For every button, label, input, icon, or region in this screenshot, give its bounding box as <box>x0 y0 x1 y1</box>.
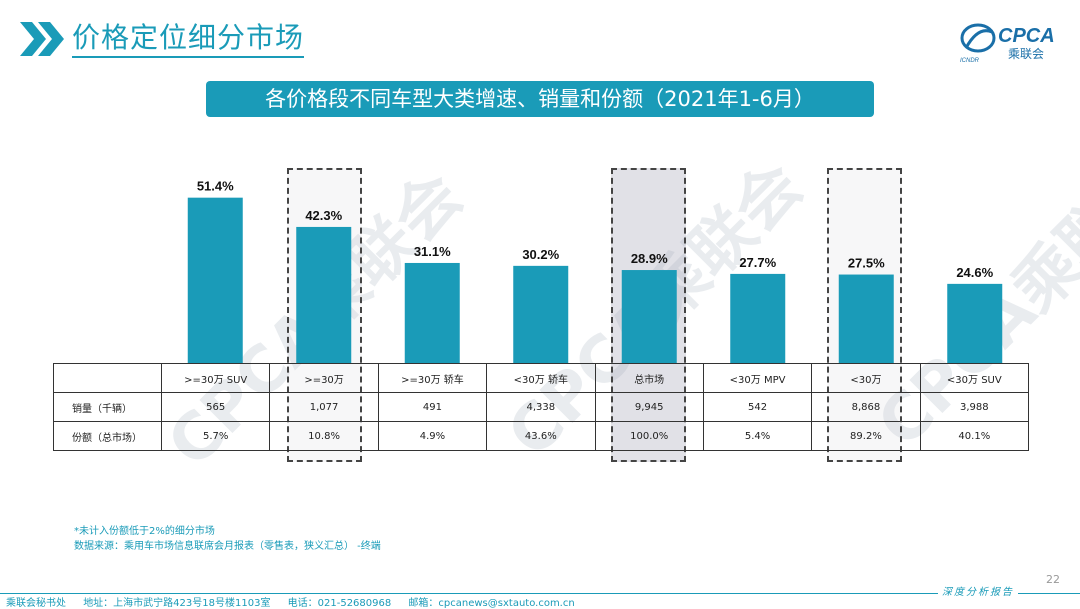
bar-value-label: 30.2% <box>522 247 559 262</box>
bar <box>187 197 243 363</box>
report-tag: 深度分析报告 <box>938 583 1018 598</box>
footer-office: 乘联会秘书处 <box>6 598 66 609</box>
table-cell: 3,988 <box>919 392 1030 422</box>
bar <box>296 226 352 363</box>
table-header-cell: >=30万 <box>269 363 379 393</box>
table-cell: 1,077 <box>269 392 379 422</box>
footer-divider <box>0 593 1080 594</box>
table-header-cell: <30万 轿车 <box>486 363 596 393</box>
logo-mark: ICNDR <box>960 58 980 64</box>
table-row: 销量（千辆） 565 1,077 491 4,338 9,945 542 8,8… <box>53 392 1030 422</box>
table-cell: 100.0% <box>594 421 704 451</box>
table-header-cell: 总市场 <box>594 363 704 393</box>
bar-value-label: 51.4% <box>197 179 234 194</box>
logo-subtext: 乘联会 <box>1008 47 1044 61</box>
table-cell: 4.9% <box>377 421 488 451</box>
bar <box>730 273 786 363</box>
page-title: 价格定位细分市场 <box>72 20 305 58</box>
table-header-row: >=30万 SUV >=30万 >=30万 轿车 <30万 轿车 总市场 <30… <box>53 363 1030 393</box>
bar <box>621 270 677 363</box>
chart-notes: *未计入份额低于2%的细分市场 数据来源：乘用车市场信息联席会月报表（零售表，狭… <box>74 524 381 554</box>
page-number: 22 <box>1046 573 1060 586</box>
table-cell: 565 <box>160 392 271 422</box>
row-label: 份额（总市场） <box>53 421 162 451</box>
table-cell: 43.6% <box>486 421 596 451</box>
bar-value-label: 28.9% <box>631 251 668 266</box>
footer-email: 邮箱：cpcanews@sxtauto.com.cn <box>408 598 575 609</box>
footer-phone: 电话：021-52680968 <box>287 598 392 609</box>
logo-text: CPCA <box>998 25 1055 47</box>
bar <box>404 262 460 363</box>
chart-subtitle: 各价格段不同车型大类增速、销量和份额（2021年1-6月） <box>206 81 874 117</box>
table-header-cell: <30万 SUV <box>919 363 1030 393</box>
footer-address: 地址：上海市武宁路423号18号楼1103室 <box>83 598 271 609</box>
table-header-cell: >=30万 SUV <box>160 363 271 393</box>
table-corner-cell <box>53 363 162 393</box>
row-label: 销量（千辆） <box>53 392 162 422</box>
bar <box>947 283 1003 363</box>
table-cell: 89.2% <box>811 421 921 451</box>
bar-value-label: 27.7% <box>739 255 776 270</box>
bar-value-label: 27.5% <box>848 256 885 271</box>
table-cell: 491 <box>377 392 488 422</box>
note-line: *未计入份额低于2%的细分市场 <box>74 526 215 537</box>
cpca-logo: CPCA 乘联会 ICNDR <box>960 23 1055 64</box>
bar-value-label: 42.3% <box>305 208 342 223</box>
table-cell: 5.4% <box>702 421 813 451</box>
table-header-cell: <30万 MPV <box>702 363 813 393</box>
table-cell: 4,338 <box>486 392 596 422</box>
table-row: 份额（总市场） 5.7% 10.8% 4.9% 43.6% 100.0% 5.4… <box>53 421 1030 451</box>
table-header-cell: <30万 <box>811 363 921 393</box>
bar <box>513 265 569 363</box>
double-chevron-icon <box>20 22 64 56</box>
table-cell: 9,945 <box>594 392 704 422</box>
bar-value-label: 31.1% <box>414 244 451 259</box>
table-cell: 8,868 <box>811 392 921 422</box>
footer: 乘联会秘书处 地址：上海市武宁路423号18号楼1103室 电话：021-526… <box>6 594 589 609</box>
table-cell: 542 <box>702 392 813 422</box>
table-cell: 5.7% <box>160 421 271 451</box>
table-header-cell: >=30万 轿车 <box>377 363 488 393</box>
table-cell: 40.1% <box>919 421 1030 451</box>
bar-value-label: 24.6% <box>956 265 993 280</box>
source-line: 数据来源：乘用车市场信息联席会月报表（零售表，狭义汇总） -终端 <box>74 541 381 552</box>
bar <box>838 274 894 363</box>
table-cell: 10.8% <box>269 421 379 451</box>
data-table: >=30万 SUV >=30万 >=30万 轿车 <30万 轿车 总市场 <30… <box>53 363 1030 451</box>
